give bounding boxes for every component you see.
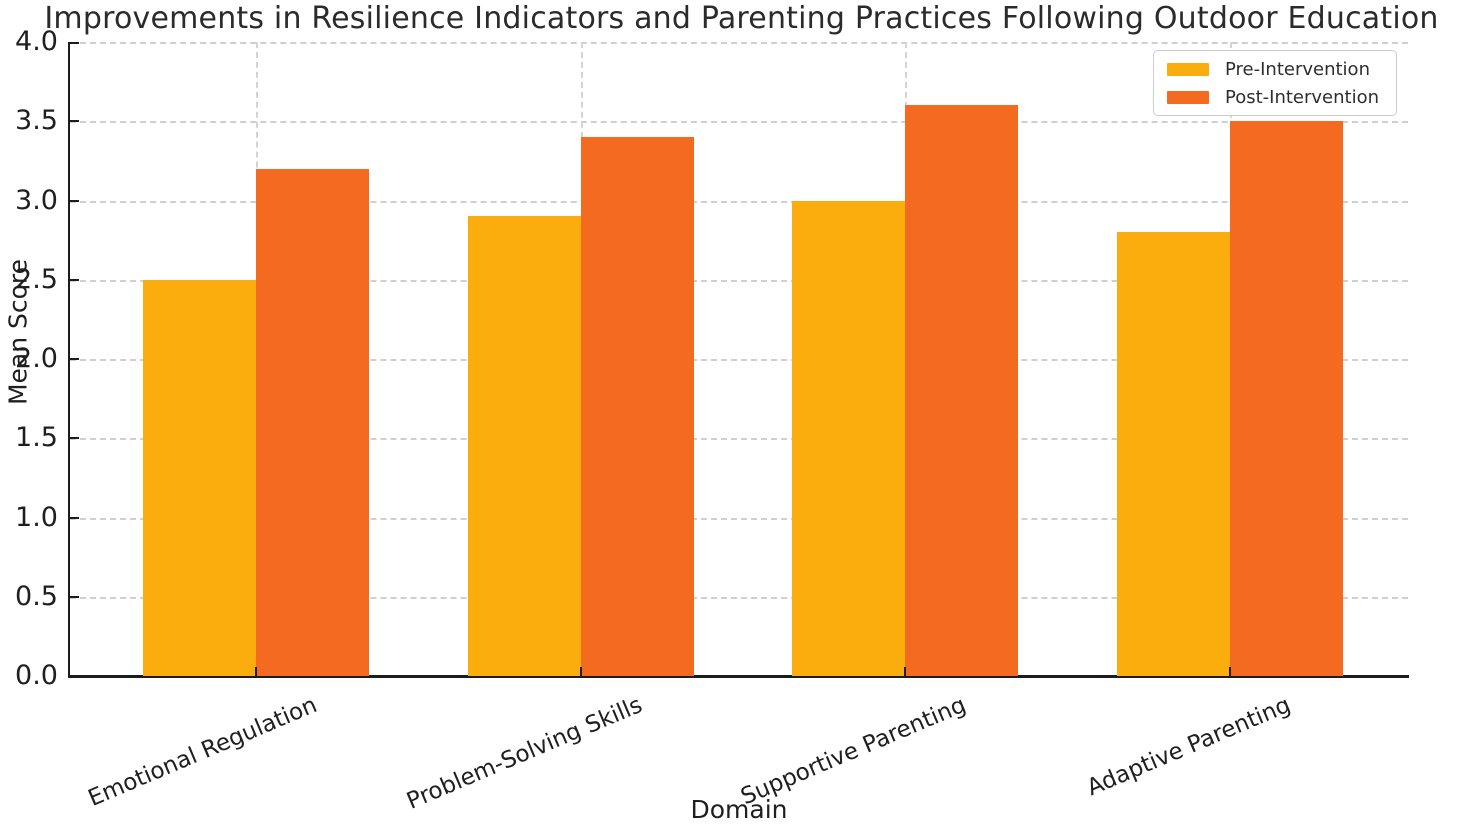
legend-label-post: Post-Intervention — [1225, 86, 1380, 108]
x-tick-mark — [255, 667, 257, 676]
y-axis-spine — [68, 42, 70, 678]
legend-swatch-pre-icon — [1167, 62, 1209, 76]
y-tick-label: 3.0 — [15, 184, 58, 216]
bar-pre-intervention — [792, 200, 905, 676]
y-tick-mark — [70, 120, 79, 123]
y-tick-mark — [70, 675, 79, 677]
bar-pre-intervention — [143, 279, 256, 676]
legend-item-post-intervention: Post-Intervention — [1167, 87, 1396, 108]
y-tick-mark — [70, 437, 79, 440]
y-tick-label: 0.5 — [15, 580, 58, 612]
y-gridline — [70, 596, 1408, 599]
y-tick-mark — [70, 278, 79, 281]
x-tick-mark — [904, 667, 906, 676]
x-tick-mark — [1228, 667, 1231, 676]
x-axis-label: Domain — [690, 795, 788, 824]
bar-post-intervention — [905, 105, 1018, 676]
legend-label-pre: Pre-Intervention — [1225, 58, 1370, 80]
y-gridline — [70, 200, 1408, 203]
y-tick-mark — [70, 595, 79, 598]
y-tick-label: 3.5 — [15, 105, 58, 137]
bar-post-intervention — [256, 168, 369, 676]
y-gridline — [70, 438, 1408, 441]
x-tick-label: Adaptive Parenting — [1083, 692, 1295, 802]
y-tick-label: 2.5 — [15, 263, 58, 295]
bar-post-intervention — [1229, 121, 1343, 676]
legend: Pre-Intervention Post-Intervention — [1153, 50, 1397, 116]
y-tick-label: 1.5 — [15, 422, 58, 454]
legend-item-pre-intervention: Pre-Intervention — [1167, 59, 1396, 80]
y-gridline — [70, 42, 1408, 44]
x-axis-spine — [68, 675, 1409, 678]
y-tick-label: 4.0 — [15, 26, 58, 57]
y-tick-mark — [70, 42, 79, 44]
bar-pre-intervention — [467, 216, 581, 676]
plot-area — [70, 42, 1408, 677]
x-tick-label: Emotional Regulation — [84, 692, 322, 812]
y-gridline — [70, 517, 1408, 520]
y-gridline — [70, 121, 1408, 124]
y-tick-label: 1.0 — [15, 501, 58, 533]
y-tick-label: 2.0 — [15, 343, 58, 374]
y-tick-label: 0.0 — [15, 660, 58, 691]
y-tick-mark — [70, 358, 79, 360]
y-gridline — [70, 279, 1408, 282]
x-tick-label: Supportive Parenting — [737, 692, 971, 811]
x-tick-mark — [579, 667, 582, 676]
bar-post-intervention — [580, 137, 694, 676]
legend-swatch-post-icon — [1167, 90, 1209, 104]
bar-pre-intervention — [1116, 232, 1230, 676]
chart-title: Improvements in Resilience Indicators an… — [44, 1, 1439, 36]
y-tick-mark — [70, 199, 79, 202]
y-gridline — [70, 359, 1408, 361]
y-tick-mark — [70, 516, 79, 519]
